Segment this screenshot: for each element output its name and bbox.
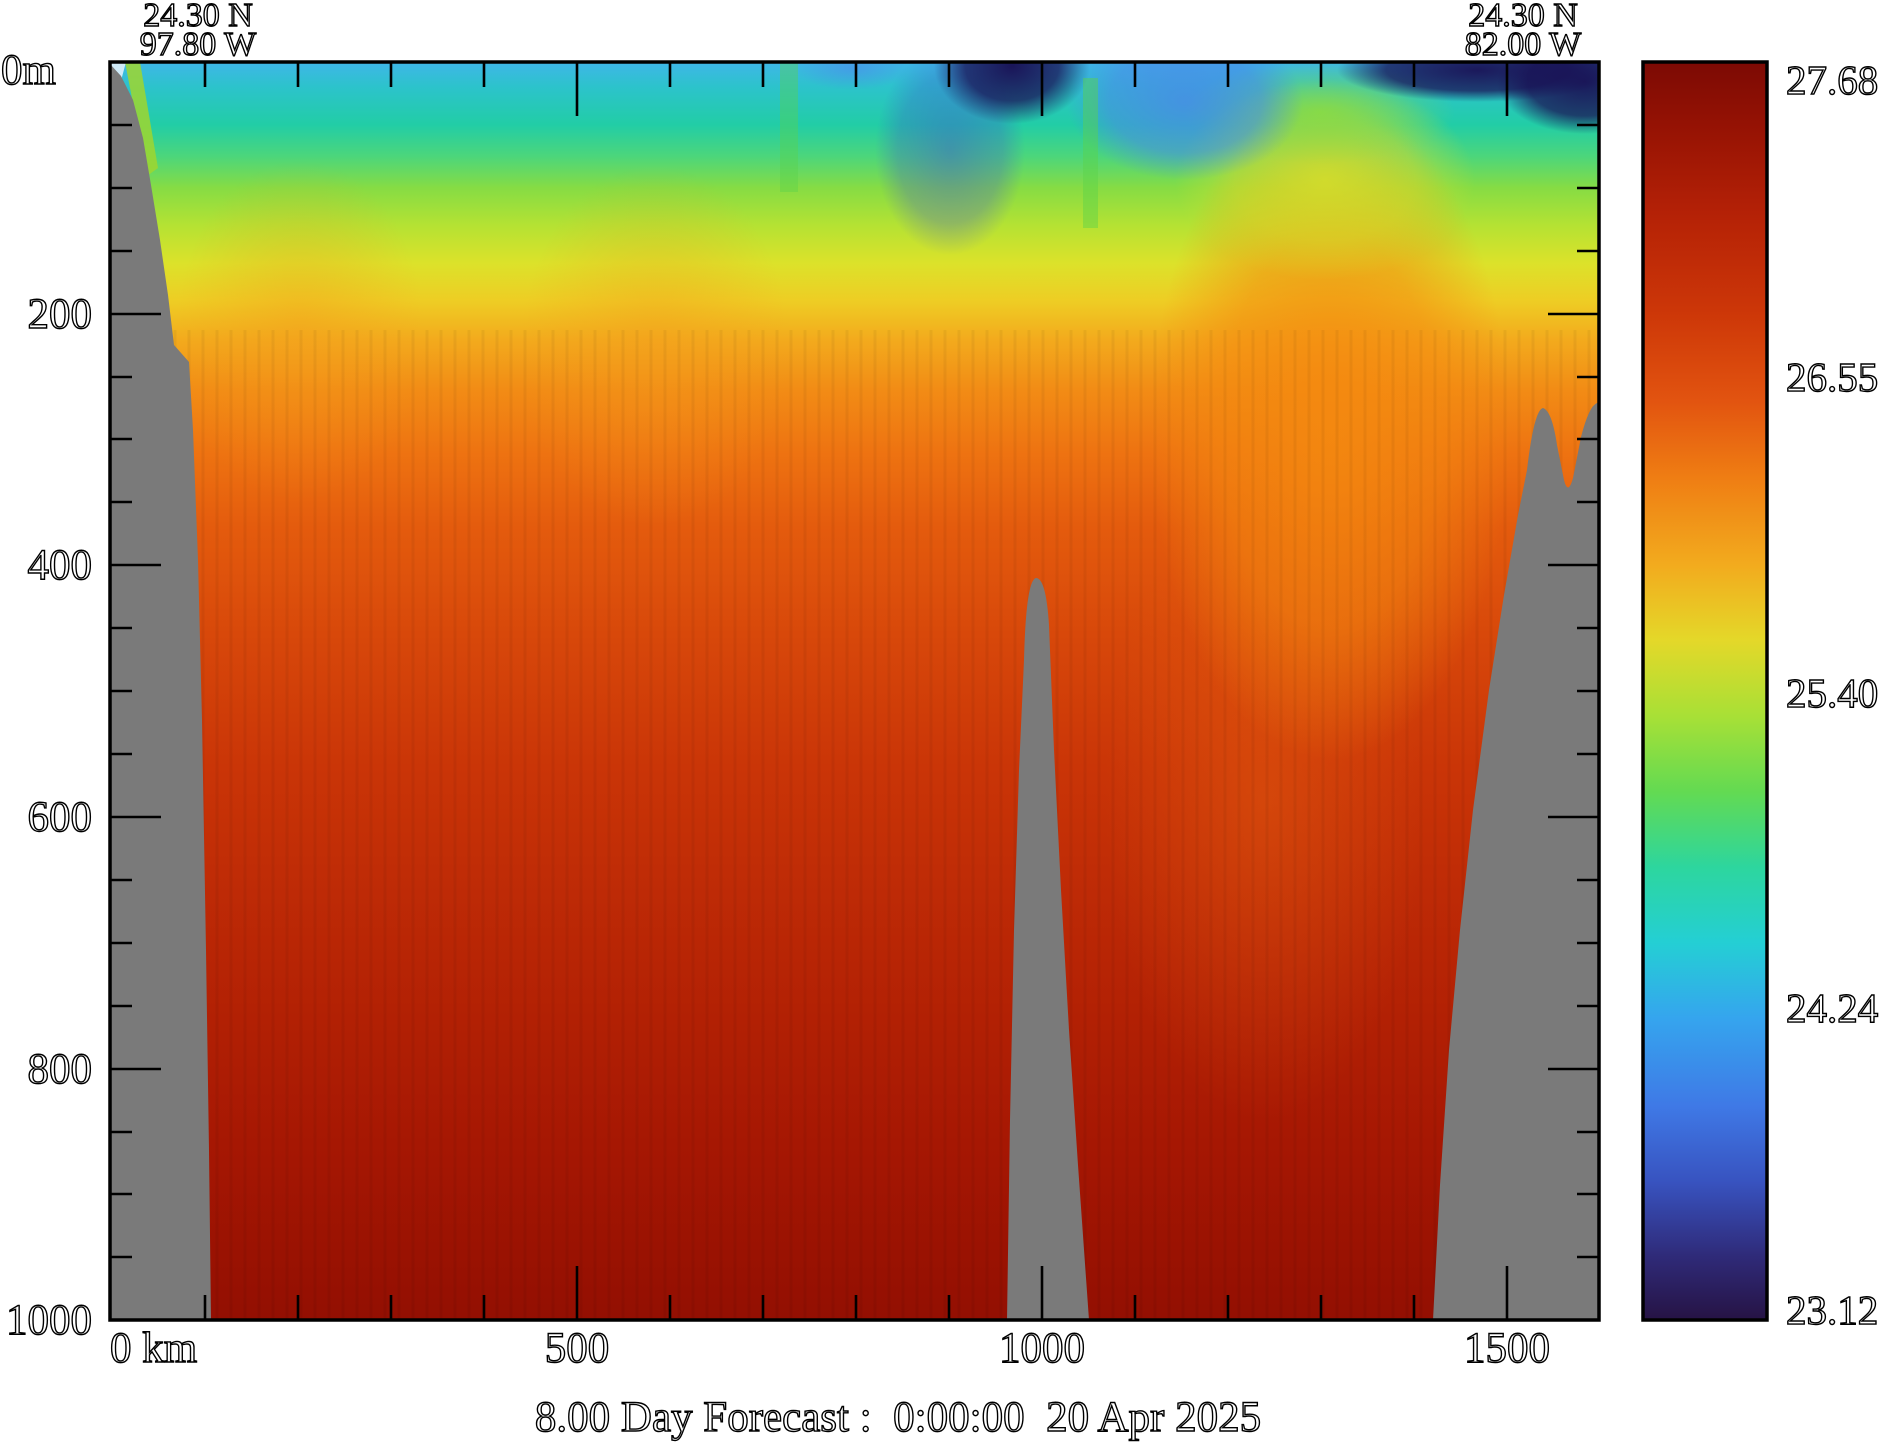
east-slope-mask [1433, 402, 1599, 1320]
y-label-200: 200 [28, 291, 93, 338]
west-latitude-label: 24.30 N [143, 0, 253, 34]
west-slope-mask [110, 64, 211, 1320]
x-label-500: 500 [545, 1325, 610, 1372]
east-latitude-label: 24.30 N [1468, 0, 1578, 34]
y-axis-ticks-left [110, 123, 161, 1259]
colorbar-label-3: 25.40 [1786, 670, 1878, 716]
x-label-1500: 1500 [1464, 1325, 1550, 1372]
y-label-0m: 0m [1, 47, 56, 94]
surface-navy-blob-central [934, 62, 1090, 124]
section-field [110, 62, 1599, 1320]
y-label-600: 600 [28, 794, 93, 841]
green-streak-2 [1083, 78, 1098, 228]
surface-navy-corner [1497, 62, 1599, 134]
y-label-800: 800 [28, 1046, 93, 1093]
colorbar-frame [1641, 60, 1769, 1322]
x-axis-ticks-bottom [203, 1266, 1509, 1320]
x-label-0km: 0 km [110, 1325, 197, 1372]
x-axis-ticks-top [203, 62, 1509, 116]
east-longitude-label: 82.00 W [1465, 26, 1582, 63]
green-streak-1 [780, 62, 798, 192]
colorbar: 27.68 26.55 25.40 24.24 23.12 [1641, 56, 1879, 1334]
surface-light-blue-region [1067, 62, 1303, 180]
striation-texture [110, 330, 1599, 1320]
colorbar-label-4: 24.24 [1786, 985, 1878, 1031]
colorbar-label-max: 27.68 [1786, 57, 1878, 103]
slope-green-streak [125, 62, 158, 176]
mid-ridge-mask [1007, 578, 1089, 1320]
forecast-caption: 8.00 Day Forecast : 0:00:00 20 Apr 2025 [535, 1394, 1261, 1441]
y-axis-ticks-right [1548, 123, 1599, 1259]
colorbar-swatch [1643, 62, 1767, 1320]
surface-blue-patch-small [794, 62, 910, 90]
west-longitude-label: 97.80 W [140, 26, 257, 63]
colorbar-label-2: 26.55 [1786, 354, 1878, 400]
x-label-1000: 1000 [999, 1325, 1085, 1372]
y-label-1000: 1000 [6, 1297, 92, 1344]
y-label-400: 400 [28, 542, 93, 589]
colorbar-label-min: 23.12 [1786, 1287, 1878, 1333]
